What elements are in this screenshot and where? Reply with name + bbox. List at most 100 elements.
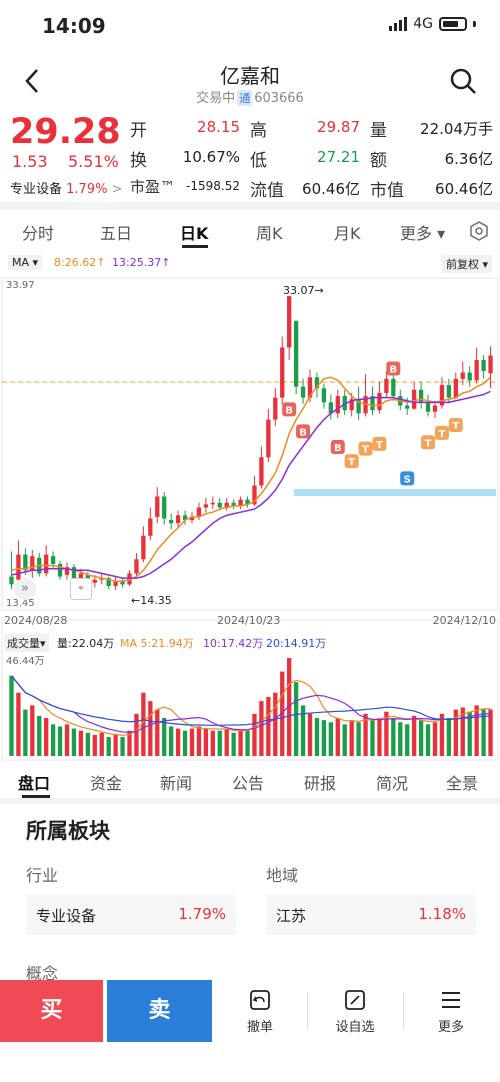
- volume-bar: [37, 715, 42, 756]
- tab-news[interactable]: 新闻: [160, 774, 193, 793]
- tab-profile[interactable]: 简况: [376, 774, 409, 793]
- back-icon[interactable]: [18, 66, 48, 96]
- sector-name: 专业设备: [10, 182, 63, 197]
- volume-bar: [328, 722, 333, 756]
- volume-bar: [432, 722, 438, 756]
- ma-selector[interactable]: MA ▾: [8, 255, 43, 270]
- volume-bar: [412, 715, 417, 756]
- candle: [64, 562, 70, 580]
- candle: [287, 296, 292, 360]
- volume-bar: [23, 709, 28, 756]
- candle: [169, 513, 174, 530]
- candle: [224, 498, 229, 511]
- volume-bar: [474, 705, 479, 756]
- candle: [9, 551, 14, 590]
- svg-text:B: B: [334, 443, 342, 454]
- high-label: 高: [250, 121, 267, 141]
- candle: [439, 377, 445, 409]
- divider: [0, 798, 500, 804]
- svg-text:B: B: [299, 427, 307, 438]
- candle: [148, 507, 153, 541]
- candle: [106, 576, 111, 590]
- turnover-value: 10.67%: [182, 148, 240, 166]
- volume-bar: [446, 718, 452, 756]
- volume-bar: [64, 724, 70, 756]
- volume-bar: [342, 724, 347, 756]
- tab-weekly-k[interactable]: 周K: [256, 224, 283, 243]
- ma13-value: 13:25.37↑: [112, 256, 171, 269]
- settings-icon[interactable]: [468, 220, 490, 242]
- volume-bar: [293, 682, 299, 756]
- tab-more[interactable]: 更多 ▾: [400, 224, 446, 243]
- candle: [162, 491, 167, 525]
- expand-icon[interactable]: »: [14, 578, 36, 600]
- svg-text:T: T: [376, 440, 383, 451]
- volume-indicator-label: 成交量: [7, 637, 40, 650]
- volume-bar: [78, 730, 84, 756]
- adjust-selector[interactable]: 前复权 ▾: [441, 255, 492, 273]
- tab-monthly-k[interactable]: 月K: [334, 224, 361, 243]
- sector-pct: 1.79%: [66, 182, 108, 197]
- candle: [245, 496, 250, 508]
- volume-bar: [384, 711, 389, 756]
- add-watchlist-button[interactable]: 设自选: [320, 988, 390, 1035]
- volume-bar: [273, 692, 278, 756]
- tab-panorama[interactable]: 全景: [446, 774, 479, 793]
- volume-bar: [259, 701, 264, 756]
- price-top-label: 33.97: [6, 280, 35, 291]
- tab-daily-k[interactable]: 日K: [180, 224, 209, 243]
- signal-badge-t: T: [358, 441, 373, 456]
- candle: [425, 394, 431, 417]
- date-start: 2024/08/28: [4, 614, 68, 627]
- tab-active-indicator: [182, 245, 208, 248]
- volume-bar: [460, 707, 465, 756]
- more-button[interactable]: 更多: [416, 988, 486, 1035]
- ma8-value: 8:26.62↑: [54, 256, 106, 269]
- tab-research[interactable]: 研报: [304, 774, 337, 793]
- buy-button[interactable]: 买: [0, 980, 103, 1042]
- search-icon[interactable]: [448, 66, 478, 96]
- volume-bar: [266, 696, 271, 756]
- signal-badge-s: S: [400, 471, 415, 486]
- industry-card[interactable]: 专业设备 1.79%: [26, 895, 236, 935]
- region-card[interactable]: 江苏 1.18%: [266, 895, 476, 935]
- industry-label: 行业: [26, 866, 59, 885]
- tab-five-day[interactable]: 五日: [100, 224, 133, 243]
- tab-funds[interactable]: 资金: [90, 774, 123, 793]
- stock-header: 亿嘉和 交易中通 603666: [0, 52, 500, 112]
- volume-bar: [307, 713, 313, 756]
- candle: [384, 370, 389, 398]
- svg-text:T: T: [362, 445, 369, 456]
- candle: [314, 372, 320, 398]
- amount-value: 6.36亿: [444, 150, 493, 168]
- open-value: 28.15: [197, 118, 240, 136]
- candle: [488, 346, 493, 389]
- tab-intraday[interactable]: 分时: [22, 224, 55, 243]
- volume-bar: [418, 720, 424, 756]
- volume-bar: [196, 726, 202, 756]
- volume-bar: [127, 730, 132, 756]
- tab-pankou[interactable]: 盘口: [18, 774, 51, 793]
- volume-bar: [57, 726, 63, 756]
- volume-bar: [398, 722, 403, 756]
- candle: [37, 553, 42, 577]
- volume-bar: [280, 671, 285, 756]
- volume-selector[interactable]: 成交量▾: [4, 634, 49, 652]
- sell-button[interactable]: 卖: [107, 980, 212, 1042]
- tab-announcements[interactable]: 公告: [232, 774, 265, 793]
- candle: [120, 578, 125, 588]
- signal-badge-b: B: [282, 402, 297, 417]
- svg-text:S: S: [404, 474, 411, 485]
- status-time: 14:09: [42, 14, 106, 38]
- candle: [231, 499, 236, 510]
- volume-bar: [182, 730, 188, 756]
- cancel-order-icon: [250, 990, 270, 1010]
- sector-link[interactable]: 专业设备 1.79% >: [10, 182, 123, 197]
- volume-bar: [210, 730, 215, 756]
- svg-text:T: T: [452, 421, 459, 432]
- cancel-order-button[interactable]: 撤单: [225, 988, 295, 1035]
- candle: [460, 361, 465, 386]
- crosshair-icon[interactable]: ⌖: [70, 578, 92, 600]
- volume-bar: [92, 734, 97, 756]
